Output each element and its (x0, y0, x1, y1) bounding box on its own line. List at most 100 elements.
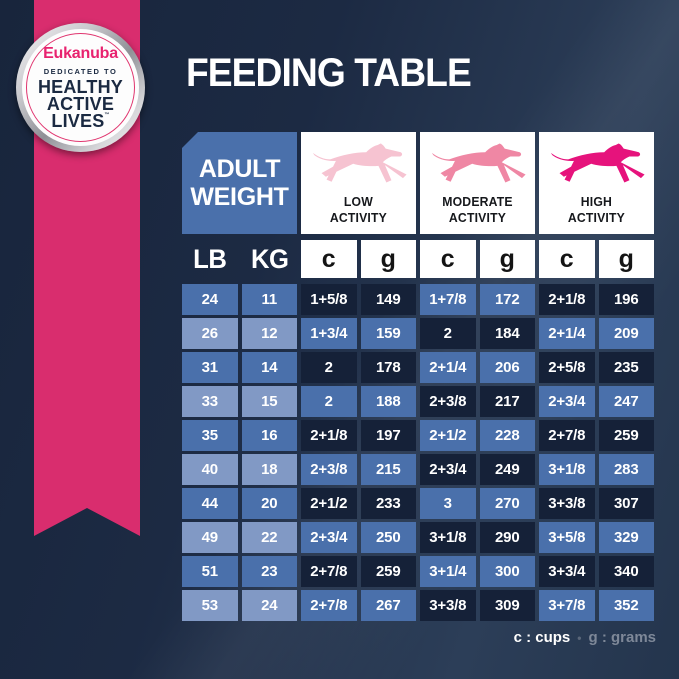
table-cell: 300 (479, 556, 535, 587)
table-cell: 35 (182, 420, 238, 451)
table-header-band: ADULT WEIGHT LOW ACTIVITY MODERATE ACTIVITY… (182, 132, 654, 234)
table-cell: 184 (479, 318, 535, 349)
table-cell: 159 (360, 318, 416, 349)
table-cell: 235 (598, 352, 654, 383)
table-cell: 2+3/8 (301, 454, 357, 485)
table-cell: 20 (241, 488, 297, 519)
table-cell: 217 (479, 386, 535, 417)
col-header-grams-low: g (360, 240, 416, 278)
table-cell: 172 (479, 284, 535, 315)
table-cell: 197 (360, 420, 416, 451)
table-cell: 250 (360, 522, 416, 553)
low-activity-label: LOW ACTIVITY (329, 193, 388, 225)
table-cell: 1+7/8 (420, 284, 476, 315)
table-cell: 196 (598, 284, 654, 315)
table-cell: 51 (182, 556, 238, 587)
table-cell: 3+1/8 (539, 454, 595, 485)
table-cell: 16 (241, 420, 297, 451)
table-cell: 3+1/4 (420, 556, 476, 587)
table-cell: 309 (479, 590, 535, 621)
table-cell: 228 (479, 420, 535, 451)
table-cell: 12 (241, 318, 297, 349)
table-cell: 283 (598, 454, 654, 485)
col-header-cups-high: c (539, 240, 595, 278)
col-header-grams-high: g (598, 240, 654, 278)
badge-healthy: HEALTHY (37, 76, 124, 97)
table-cell: 2+3/4 (301, 522, 357, 553)
table-cell: 2+7/8 (301, 590, 357, 621)
table-cell: 352 (598, 590, 654, 621)
table-cell: 14 (241, 352, 297, 383)
badge-lives: LIVES™ (51, 111, 110, 132)
table-cell: 3+5/8 (539, 522, 595, 553)
table-cell: 3 (420, 488, 476, 519)
table-cell: 2+1/2 (420, 420, 476, 451)
brand-badge: Eukanuba DEDICATED TO HEALTHY ACTIVE LIV… (16, 23, 145, 152)
table-cell: 290 (479, 522, 535, 553)
table-cell: 307 (598, 488, 654, 519)
table-cell: 215 (360, 454, 416, 485)
table-cell: 2+1/2 (301, 488, 357, 519)
unit-header-row: LB KG c g c g c g (182, 240, 654, 278)
table-cell: 3+3/4 (539, 556, 595, 587)
table-cell: 33 (182, 386, 238, 417)
table-cell: 49 (182, 522, 238, 553)
badge-active: ACTIVE (46, 93, 115, 114)
table-cell: 3+7/8 (539, 590, 595, 621)
adult-weight-header: ADULT WEIGHT (182, 132, 297, 234)
table-cell: 247 (598, 386, 654, 417)
table-cell: 1+5/8 (301, 284, 357, 315)
table-cell: 26 (182, 318, 238, 349)
table-cell: 2+5/8 (539, 352, 595, 383)
table-cell: 2+1/8 (301, 420, 357, 451)
table-cell: 44 (182, 488, 238, 519)
moderate-activity-label: MODERATE ACTIVITY (442, 193, 513, 225)
table-cell: 15 (241, 386, 297, 417)
table-cell: 2+3/4 (539, 386, 595, 417)
table-cell: 329 (598, 522, 654, 553)
badge-content: Eukanuba DEDICATED TO HEALTHY ACTIVE LIV… (16, 23, 145, 152)
table-body: 24 11 1+5/8 149 1+7/8 172 2+1/8 196 26 12 1+3/4 159… (182, 284, 654, 621)
legend-grams: g : grams (588, 629, 656, 646)
table-cell: 1+3/4 (301, 318, 357, 349)
table-cell: 259 (360, 556, 416, 587)
moderate-activity-header: MODERATE ACTIVITY (420, 132, 535, 234)
table-cell: 53 (182, 590, 238, 621)
trademark-symbol: ™ (104, 112, 110, 119)
col-header-cups-moderate: c (420, 240, 476, 278)
table-cell: 2+1/4 (420, 352, 476, 383)
running-dog-icon (550, 143, 645, 183)
table-cell: 270 (479, 488, 535, 519)
table-cell: 206 (479, 352, 535, 383)
high-activity-label: HIGH ACTIVITY (567, 193, 626, 225)
table-cell: 2+3/8 (420, 386, 476, 417)
running-dog-icon (431, 143, 526, 183)
table-cell: 149 (360, 284, 416, 315)
table-cell: 2 (301, 352, 357, 383)
badge-pink-ring (26, 33, 135, 142)
feeding-table: ADULT WEIGHT LOW ACTIVITY MODERATE ACTIVITY… (182, 132, 654, 621)
col-header-lb: LB (193, 243, 227, 274)
badge-tagline: DEDICATED TO (43, 66, 118, 76)
table-cell: 11 (241, 284, 297, 315)
table-cell: 233 (360, 488, 416, 519)
table-cell: 3+1/8 (420, 522, 476, 553)
table-cell: 24 (182, 284, 238, 315)
brand-logo-text: Eukanuba (43, 44, 118, 62)
low-activity-header: LOW ACTIVITY (301, 132, 416, 234)
table-cell: 340 (598, 556, 654, 587)
table-cell: 40 (182, 454, 238, 485)
legend-cups: c : cups (513, 629, 571, 646)
col-header-grams-moderate: g (479, 240, 535, 278)
table-cell: 2+1/4 (539, 318, 595, 349)
table-cell: 2+7/8 (301, 556, 357, 587)
high-activity-header: HIGH ACTIVITY (539, 132, 654, 234)
table-cell: 3+3/8 (420, 590, 476, 621)
table-cell: 249 (479, 454, 535, 485)
table-cell: 2+1/8 (539, 284, 595, 315)
table-cell: 3+3/8 (539, 488, 595, 519)
table-cell: 209 (598, 318, 654, 349)
col-header-cups-low: c (301, 240, 357, 278)
table-cell: 178 (360, 352, 416, 383)
